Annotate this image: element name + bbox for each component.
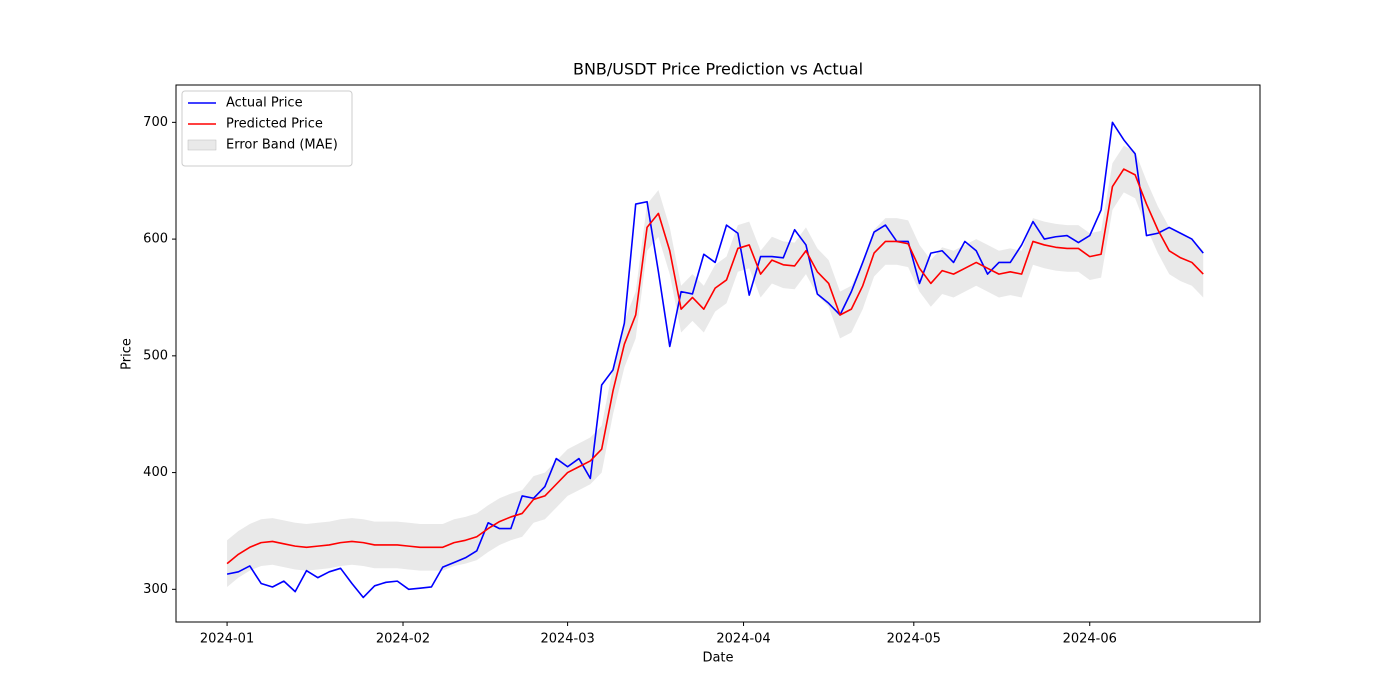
legend-label: Actual Price: [226, 96, 303, 111]
series-line: [226, 121, 1204, 599]
series-line: [226, 168, 1204, 565]
y-tick-label: 300: [143, 582, 168, 597]
y-tick-label: 400: [143, 465, 168, 480]
y-axis-label: Price: [120, 338, 135, 370]
legend-swatch: [187, 139, 217, 151]
x-tick-label: 2024-03: [540, 632, 594, 647]
error-band: [227, 145, 1204, 587]
legend-box: [181, 90, 353, 167]
y-tick-label: 500: [143, 348, 168, 363]
legend: Actual Price Predicted Price Error Band (M…: [181, 90, 353, 167]
x-tick-label: 2024-06: [1063, 632, 1117, 647]
legend-label: Error Band (MAE): [226, 138, 338, 153]
x-tick-label: 2024-01: [200, 632, 254, 647]
x-tick-label: 2024-02: [376, 632, 430, 647]
x-axis-label: Date: [702, 651, 733, 666]
y-tick-label: 600: [143, 232, 168, 247]
y-tick-label: 700: [143, 115, 168, 130]
x-tick-label: 2024-05: [887, 632, 941, 647]
legend-label: Predicted Price: [226, 117, 323, 132]
x-tick-label: 2024-04: [716, 632, 770, 647]
chart-title: BNB/USDT Price Prediction vs Actual: [573, 60, 863, 79]
plot-frame: [175, 84, 1261, 623]
